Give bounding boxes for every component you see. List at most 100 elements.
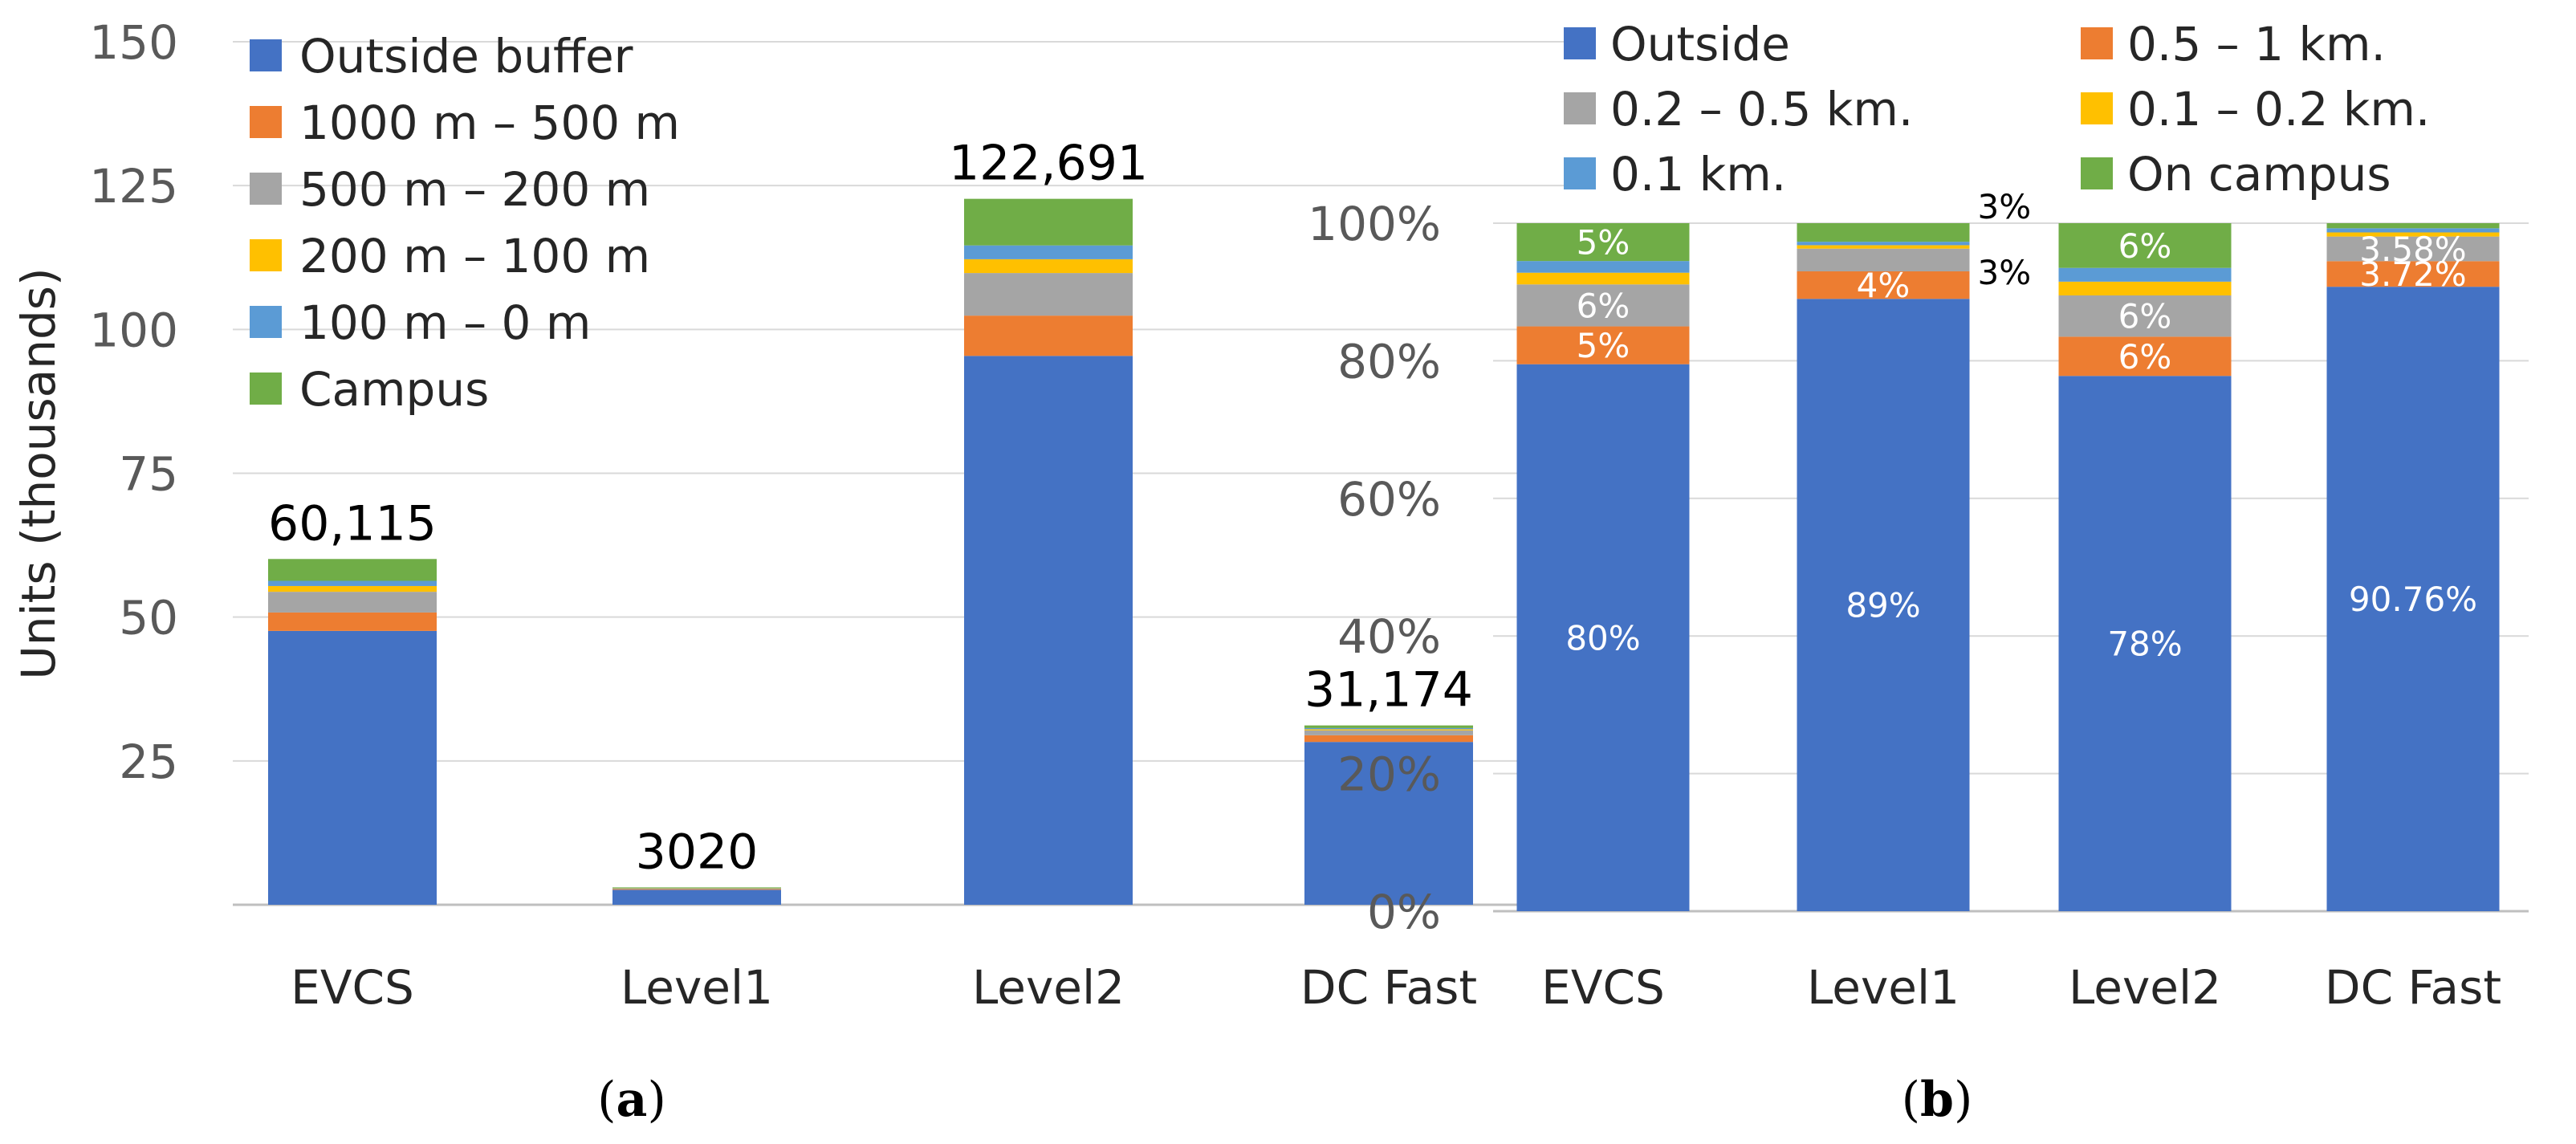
data-label-b: 6% — [2118, 297, 2172, 336]
panel-label-b: (b) — [1902, 1072, 1973, 1128]
data-label-b: 6% — [1577, 286, 1630, 325]
bar-a-1-3 — [1304, 735, 1473, 743]
panel-label-a-open: ( — [597, 1072, 616, 1128]
data-label-b: 3.72% — [2359, 254, 2466, 294]
legend-label-b: 0.5 – 1 km. — [2127, 17, 2386, 71]
legend-label-b: 0.1 – 0.2 km. — [2127, 82, 2430, 136]
total-label-a: 122,691 — [949, 136, 1148, 192]
bar-b-0-2 — [2058, 376, 2232, 911]
legend-swatch-a — [250, 39, 282, 71]
legend-swatch-a — [250, 373, 282, 405]
bar-b-2-2 — [2058, 295, 2232, 337]
bar-b-2-3 — [2326, 236, 2500, 262]
legend-label-a: 1000 m – 500 m — [299, 96, 680, 150]
panel-label-b-letter: b — [1920, 1072, 1954, 1128]
y-tick-label-a: 75 — [119, 447, 178, 502]
bar-b-3-1 — [1797, 245, 1970, 249]
data-label-b: 5% — [1577, 223, 1630, 263]
y-tick-label-a: 50 — [119, 591, 178, 645]
legend-label-b: 0.2 – 0.5 km. — [1610, 82, 1913, 136]
x-tick-label-b: EVCS — [1541, 960, 1665, 1015]
data-label-b: 78% — [2107, 625, 2182, 664]
bar-a-0-2 — [964, 356, 1133, 905]
bar-a-2-1 — [612, 888, 781, 890]
panel-label-b-open: ( — [1902, 1072, 1920, 1128]
y-tick-label-b: 80% — [1337, 334, 1441, 389]
x-tick-label-a: EVCS — [291, 960, 414, 1015]
bar-a-4-0 — [268, 580, 437, 586]
chart-a: 25 50 75 100 125 150 Units (thousands) 60,115 EV… — [11, 15, 1573, 1128]
y-tick-label-b: 20% — [1337, 747, 1441, 802]
bar-a-1-0 — [268, 612, 437, 631]
bar-a-4-3 — [1304, 727, 1473, 730]
x-tick-label-b: Level1 — [1807, 960, 1959, 1015]
y-tick-label-b: 40% — [1337, 609, 1441, 664]
y-tick-label-a: 25 — [119, 735, 178, 789]
bar-b-0-3 — [2326, 287, 2500, 912]
bar-a-5-2 — [964, 198, 1133, 246]
bar-b-5-3 — [2326, 223, 2500, 229]
data-label-b: 3.58% — [2359, 230, 2466, 269]
total-label-a: 60,115 — [268, 495, 437, 552]
legend-label-a: 500 m – 200 m — [299, 162, 650, 217]
y-tick-label-b: 0% — [1367, 885, 1441, 939]
bar-a-5-0 — [268, 559, 437, 581]
data-label-b: 4% — [1857, 266, 1911, 305]
panel-label-a-letter: a — [617, 1072, 648, 1128]
legend-label-a: 100 m – 0 m — [299, 295, 591, 350]
bar-a-0-3 — [1304, 742, 1473, 905]
data-label-b: 6% — [2118, 337, 2172, 377]
bar-a-0-0 — [268, 630, 437, 905]
bar-a-3-3 — [1304, 729, 1473, 731]
panel-label-a: (a) — [597, 1072, 666, 1128]
bar-a-2-2 — [964, 273, 1133, 316]
data-label-b: 3% — [1978, 187, 2032, 226]
bar-b-0-0 — [1516, 364, 1690, 911]
bar-b-4-1 — [1797, 242, 1970, 246]
legend-label-b: Outside — [1610, 17, 1790, 71]
legend-swatch-b — [1564, 157, 1596, 189]
legend-swatch-b — [1564, 27, 1596, 59]
x-tick-label-b: Level2 — [2069, 960, 2221, 1015]
legend-label-a: 200 m – 100 m — [299, 229, 650, 283]
x-tick-label-a: Level2 — [972, 960, 1125, 1015]
bar-a-2-0 — [268, 592, 437, 613]
y-tick-label-a: 150 — [89, 15, 178, 70]
legend-swatch-a — [250, 106, 282, 138]
y-axis-label-a: Units (thousands) — [11, 267, 66, 679]
legend-label-a: Outside buffer — [299, 29, 633, 83]
legend-label-b: On campus — [2127, 147, 2391, 202]
bar-b-1-2 — [2058, 336, 2232, 377]
bar-b-5-1 — [1797, 223, 1970, 242]
legend-swatch-b — [1564, 92, 1596, 124]
panel-label-b-close: ) — [1954, 1072, 1972, 1128]
panel-label-a-close: ) — [647, 1072, 665, 1128]
bar-b-2-0 — [1516, 284, 1690, 327]
bar-a-3-0 — [268, 585, 437, 592]
data-label-b: 80% — [1565, 618, 1640, 657]
legend-label-a: Campus — [299, 362, 489, 417]
data-label-b: 90.76% — [2349, 580, 2477, 619]
y-tick-label-b: 60% — [1337, 472, 1441, 527]
bar-a-2-3 — [1304, 730, 1473, 735]
data-label-b: 6% — [2118, 226, 2172, 266]
bar-b-1-0 — [1516, 326, 1690, 364]
legend-swatch-a — [250, 306, 282, 338]
total-label-a: 3020 — [636, 824, 759, 880]
legend-swatch-b — [2081, 92, 2113, 124]
legend-swatch-a — [250, 239, 282, 271]
y-tick-label-a: 100 — [89, 303, 178, 357]
data-label-b: 3% — [1978, 253, 2032, 292]
bar-b-3-3 — [2326, 232, 2500, 237]
bar-b-0-1 — [1797, 299, 1970, 911]
bar-b-4-0 — [1516, 261, 1690, 273]
bar-b-5-2 — [2058, 223, 2232, 268]
y-tick-label-b: 100% — [1308, 197, 1441, 251]
bar-b-1-3 — [2326, 261, 2500, 287]
bar-b-3-2 — [2058, 281, 2232, 295]
bar-b-3-0 — [1516, 272, 1690, 285]
legend-swatch-b — [2081, 157, 2113, 189]
bar-a-1-2 — [964, 316, 1133, 356]
